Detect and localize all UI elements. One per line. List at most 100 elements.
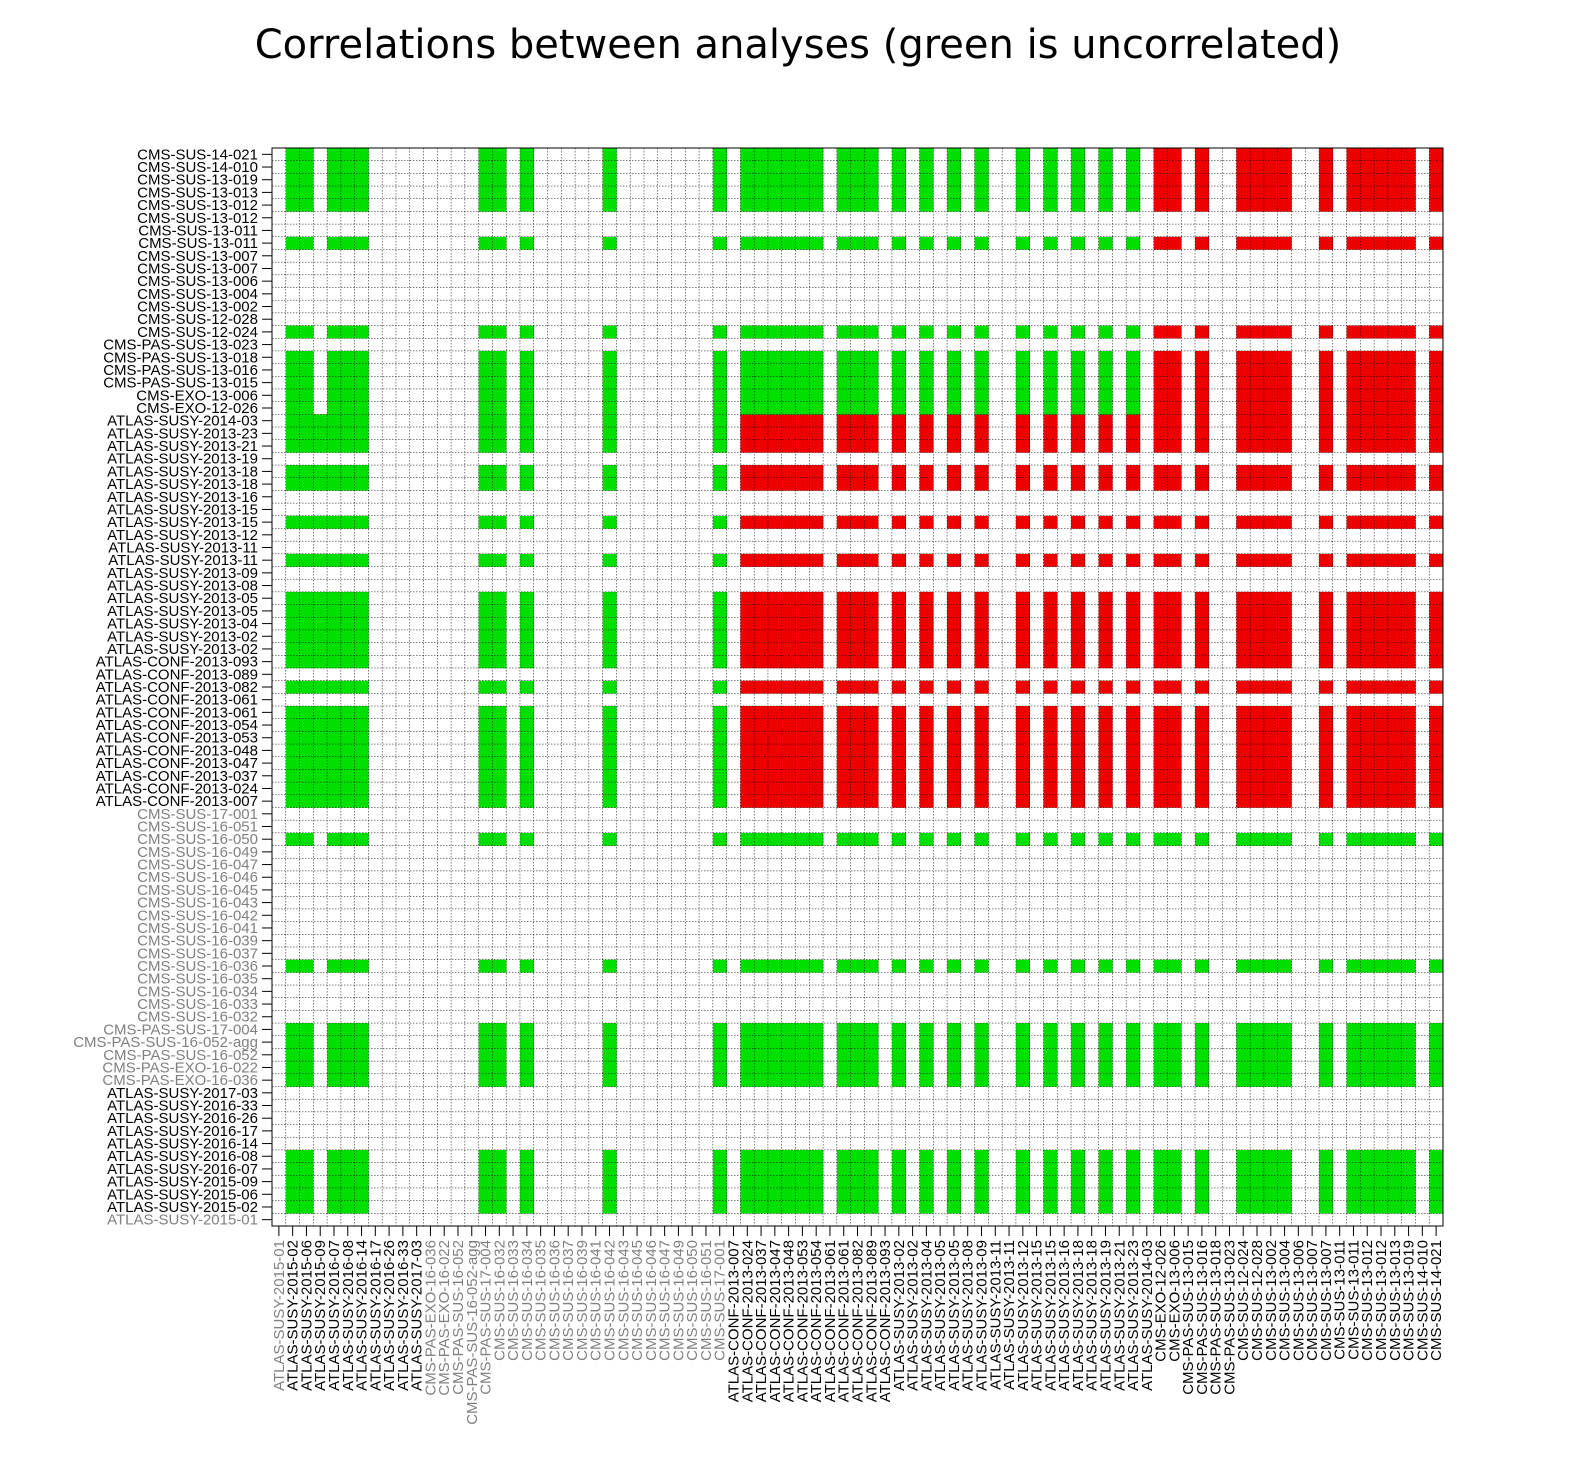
matrix-cell [492,236,507,250]
matrix-cell [1277,477,1292,491]
matrix-cell [795,350,810,364]
matrix-cell [809,198,824,212]
y-tick-label: CMS-SUS-13-007 [137,248,258,265]
matrix-cell [285,1048,300,1062]
matrix-cell [1236,1187,1251,1201]
matrix-cell [1429,148,1444,161]
matrix-cell [299,414,314,428]
matrix-cell [285,629,300,643]
matrix-cell [919,363,934,377]
matrix-cell [712,439,727,453]
matrix-cell [919,414,934,428]
matrix-cell [1126,160,1141,174]
matrix-cell [740,1035,755,1049]
matrix-cell [1126,680,1141,694]
matrix-cell [1263,388,1278,402]
matrix-cell [1195,363,1210,377]
matrix-cell [1387,477,1402,491]
matrix-cell [836,148,851,161]
matrix-cell [1319,1073,1334,1087]
matrix-cell [313,680,328,694]
matrix-cell [519,655,535,669]
matrix-cell [299,388,314,402]
matrix-cell [1153,680,1168,694]
matrix-cell [1429,794,1444,808]
matrix-cell [1015,148,1031,161]
matrix-cell [836,363,851,377]
x-tick-label: CMS-SUS-16-047 [657,1240,674,1361]
matrix-cell [478,465,493,479]
y-tick-label: CMS-SUS-16-039 [137,933,258,950]
y-tick-label: CMS-SUS-13-006 [137,273,258,290]
matrix-cell [947,756,962,770]
matrix-cell [919,731,934,745]
matrix-cell [602,591,617,605]
matrix-cell [1250,680,1265,694]
matrix-cell [1236,629,1251,643]
matrix-cell [354,794,369,808]
matrix-cell [712,655,727,669]
matrix-cell [1153,1200,1168,1214]
x-tick-label: ATLAS-SUSY-2016-33 [395,1240,412,1391]
matrix-cell [354,769,369,783]
matrix-cell [1374,718,1389,732]
matrix-cell [1346,439,1361,453]
matrix-cell [809,439,824,453]
matrix-cell [947,427,962,440]
matrix-cell [1167,186,1182,200]
matrix-cell [919,655,934,669]
matrix-cell [781,236,796,250]
matrix-cell [602,769,617,783]
matrix-cell [1374,604,1389,618]
matrix-cell [478,756,493,770]
matrix-cell [740,198,755,212]
matrix-cell [285,1187,300,1201]
matrix-cell [754,388,769,402]
matrix-cell [1263,604,1278,618]
matrix-cell [519,731,535,745]
matrix-cell [919,186,934,200]
matrix-cell [795,769,810,783]
matrix-cell [1126,465,1141,479]
matrix-cell [891,325,907,339]
matrix-cell [1126,604,1141,618]
matrix-cell [781,401,796,415]
matrix-cell [1319,591,1334,605]
matrix-cell [740,756,755,770]
matrix-cell [974,173,989,187]
matrix-cell [1153,959,1168,973]
matrix-cell [519,959,535,973]
y-tick-label: ATLAS-SUSY-2013-09 [107,565,258,582]
matrix-cell [850,427,865,440]
matrix-cell [947,769,962,783]
matrix-cell [519,427,535,440]
matrix-cell [1098,1023,1113,1037]
matrix-cell [1319,1023,1334,1037]
matrix-cell [1153,363,1168,377]
matrix-cell [767,401,783,415]
matrix-cell [919,642,934,656]
y-tick-label: CMS-PAS-EXO-16-022 [102,1059,258,1076]
matrix-cell [327,782,342,796]
matrix-cell [299,236,314,250]
matrix-cell [1250,439,1265,453]
matrix-cell [1250,515,1265,529]
matrix-cell [602,718,617,732]
matrix-cell [602,617,617,631]
x-tick-label: CMS-SUS-13-012 [1373,1240,1390,1361]
matrix-cell [919,148,934,161]
matrix-cell [1236,1048,1251,1062]
matrix-cell [1195,1023,1210,1037]
matrix-cell [974,794,989,808]
matrix-cell [1126,1187,1141,1201]
matrix-cell [1126,629,1141,643]
x-tick-label: ATLAS-SUSY-2013-02 [891,1240,908,1391]
x-tick-label: CMS-PAS-EXO-16-036 [422,1240,439,1396]
matrix-cell [767,388,783,402]
matrix-cell [285,401,300,415]
matrix-cell [1374,1175,1389,1189]
matrix-cell [1195,350,1210,364]
matrix-cell [1360,427,1375,440]
x-tick-label: ATLAS-SUSY-2013-02 [905,1240,922,1391]
matrix-cell [313,769,328,783]
